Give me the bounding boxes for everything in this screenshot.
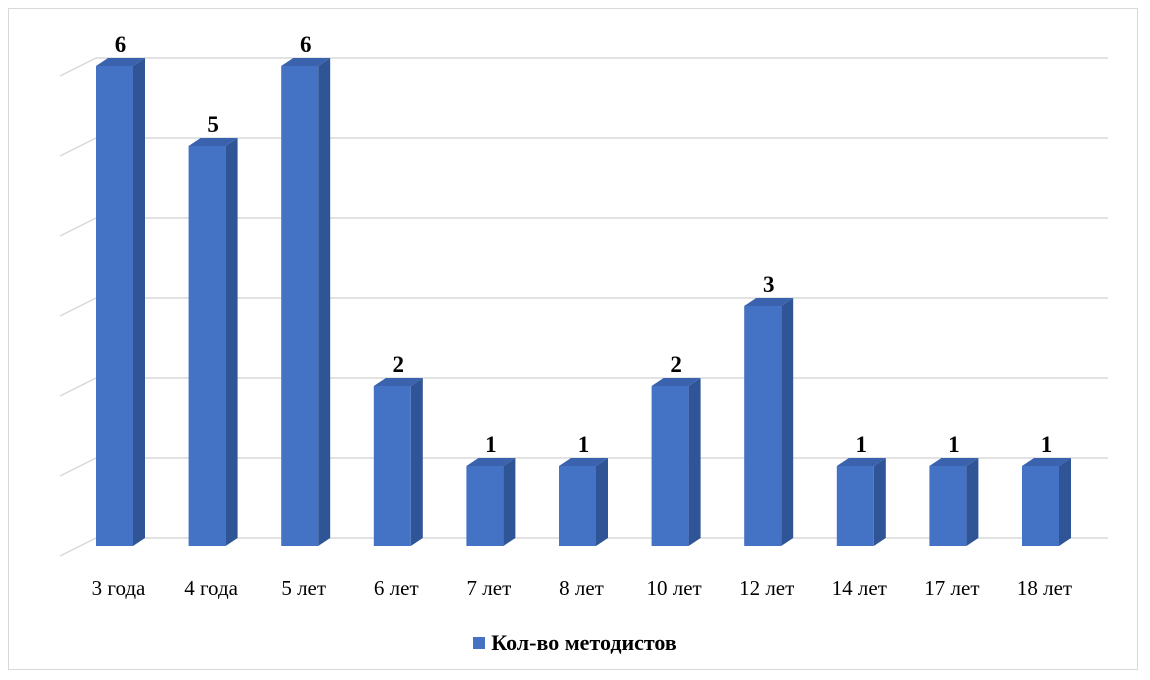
bar-top xyxy=(466,458,516,466)
bar xyxy=(96,58,145,546)
value-label: 6 xyxy=(115,32,127,57)
gridline-depth xyxy=(59,457,97,477)
bar-front xyxy=(188,146,226,546)
bar-top xyxy=(281,58,331,66)
category-label: 4 года xyxy=(184,576,238,600)
value-label: 2 xyxy=(670,352,682,377)
value-label: 1 xyxy=(485,432,497,457)
bar xyxy=(281,58,331,546)
bar xyxy=(373,378,423,546)
bar-side xyxy=(318,58,331,546)
category-label: 17 лет xyxy=(924,576,979,600)
bar-front xyxy=(281,66,319,546)
value-label: 1 xyxy=(856,432,868,457)
bar-side xyxy=(133,58,145,546)
bar xyxy=(836,458,886,546)
value-labels: 6 5 6 2 1 1 2 3 1 1 1 xyxy=(115,32,1053,457)
value-label: 6 xyxy=(300,32,312,57)
bar-top xyxy=(836,458,886,466)
value-label: 1 xyxy=(578,432,590,457)
bar-front xyxy=(836,466,874,546)
gridline-depth xyxy=(59,137,97,157)
bar-top xyxy=(929,458,979,466)
bar xyxy=(188,138,238,546)
bar-front xyxy=(466,466,504,546)
bar-front xyxy=(744,306,782,546)
bar-side xyxy=(781,298,794,546)
bar-side xyxy=(596,458,608,546)
value-label: 1 xyxy=(948,432,960,457)
gridline-depth xyxy=(59,377,97,397)
category-label: 5 лет xyxy=(281,576,326,600)
bar-front xyxy=(1022,466,1059,546)
gridline-depth xyxy=(59,217,97,237)
legend-label: Кол-во методистов xyxy=(491,630,677,655)
bar-front xyxy=(96,66,133,546)
bar xyxy=(744,298,794,546)
gridline-depth xyxy=(59,537,97,557)
bar-front xyxy=(373,386,411,546)
category-label: 6 лет xyxy=(374,576,419,600)
value-label: 3 xyxy=(763,272,775,297)
bar-front xyxy=(651,386,689,546)
bar-top xyxy=(96,58,145,66)
bar-side xyxy=(503,458,516,546)
bar-side xyxy=(225,138,238,546)
category-label: 10 лет xyxy=(646,576,701,600)
legend-swatch xyxy=(473,637,486,649)
category-label: 8 лет xyxy=(559,576,604,600)
bar xyxy=(929,458,979,546)
category-label: 18 лет xyxy=(1017,576,1072,600)
value-label: 2 xyxy=(393,352,405,377)
bar xyxy=(1022,458,1071,546)
bar xyxy=(651,378,701,546)
value-label: 1 xyxy=(1041,432,1053,457)
value-label: 5 xyxy=(207,112,219,137)
bar-side xyxy=(966,458,979,546)
bar-top xyxy=(651,378,701,386)
bar-top xyxy=(1022,458,1071,466)
bar-side xyxy=(410,378,423,546)
bar xyxy=(466,458,516,546)
bar-front xyxy=(559,466,596,546)
bar-side xyxy=(873,458,886,546)
gridline-depth xyxy=(59,57,97,77)
bar-top xyxy=(559,458,608,466)
bars xyxy=(96,58,1071,546)
bar-side xyxy=(1059,458,1071,546)
bar-top xyxy=(744,298,794,306)
bar-top xyxy=(188,138,238,146)
bar-side xyxy=(688,378,701,546)
bar xyxy=(559,458,608,546)
legend: Кол-во методистов xyxy=(0,630,1150,656)
category-label: 14 лет xyxy=(832,576,887,600)
bar-top xyxy=(373,378,423,386)
category-labels: 3 года 4 года 5 лет 6 лет 7 лет 8 лет 10 лет 12… xyxy=(92,576,1072,600)
category-label: 12 лет xyxy=(739,576,794,600)
category-label: 3 года xyxy=(92,576,146,600)
category-label: 7 лет xyxy=(467,576,512,600)
gridline-depth xyxy=(59,297,97,317)
bar-front xyxy=(929,466,967,546)
